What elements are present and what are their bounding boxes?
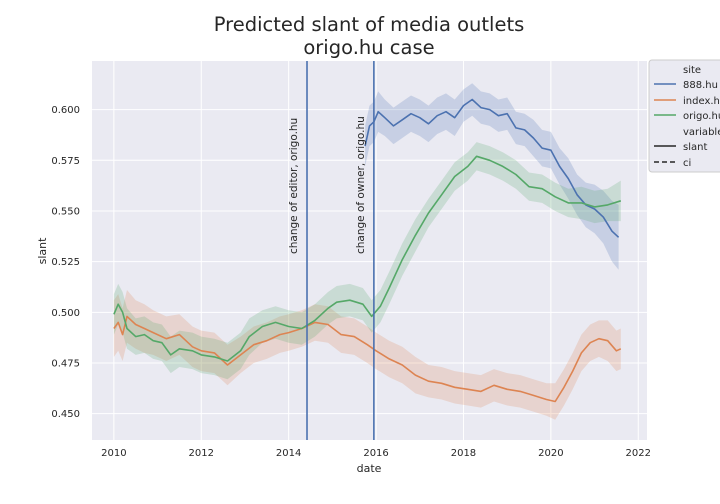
plot-area xyxy=(92,61,647,440)
legend-label-indexhu: index.hu xyxy=(683,96,720,107)
grid xyxy=(92,61,647,440)
legend-site-title: site xyxy=(683,65,701,76)
y-tick-label: 0.450 xyxy=(51,409,80,420)
legend: site 888.hu index.hu origo.hu variable s… xyxy=(648,59,720,173)
x-tick-label: 2020 xyxy=(538,448,563,459)
y-tick-label: 0.500 xyxy=(51,308,80,319)
y-tick-label: 0.600 xyxy=(51,105,80,116)
x-tick-label: 2018 xyxy=(451,448,476,459)
tick-labels: 2010 2012 2014 2016 2018 2020 2022 0.450 0.475 0.… xyxy=(51,105,651,459)
legend-box xyxy=(648,59,720,173)
y-tick-label: 0.575 xyxy=(51,156,80,167)
x-tick-label: 2016 xyxy=(363,448,388,459)
x-axis-label: date xyxy=(357,462,382,475)
y-axis-label: slant xyxy=(36,237,49,264)
legend-label-ci: ci xyxy=(683,158,691,169)
x-tick-label: 2014 xyxy=(276,448,301,459)
legend-label-slant: slant xyxy=(683,142,707,153)
x-tick-label: 2010 xyxy=(101,448,126,459)
y-tick-label: 0.550 xyxy=(51,206,80,217)
chart-title: Predicted slant of media outlets xyxy=(214,13,525,36)
series-line-888hu xyxy=(364,98,620,238)
y-tick-label: 0.475 xyxy=(51,358,80,369)
event-label: change of owner, origo.hu xyxy=(355,116,367,254)
y-tick-label: 0.525 xyxy=(51,257,80,268)
x-tick-label: 2022 xyxy=(626,448,651,459)
series-line-origohu xyxy=(113,155,622,362)
series-lines xyxy=(113,98,622,403)
event-label: change of editor, origo.hu xyxy=(288,118,300,254)
ci-band-888hu xyxy=(365,83,619,270)
series-line-indexhu xyxy=(113,315,622,403)
legend-label-888hu: 888.hu xyxy=(683,80,718,91)
event-lines: change of editor, origo.hu change of owne… xyxy=(288,61,375,440)
x-tick-label: 2012 xyxy=(189,448,214,459)
ci-band-origohu xyxy=(113,142,621,380)
ci-bands xyxy=(113,83,621,420)
ci-band-indexhu xyxy=(113,290,621,420)
chart-subtitle: origo.hu case xyxy=(303,36,434,59)
legend-label-origohu: origo.hu xyxy=(683,111,720,122)
legend-variable-title: variable xyxy=(683,127,720,138)
